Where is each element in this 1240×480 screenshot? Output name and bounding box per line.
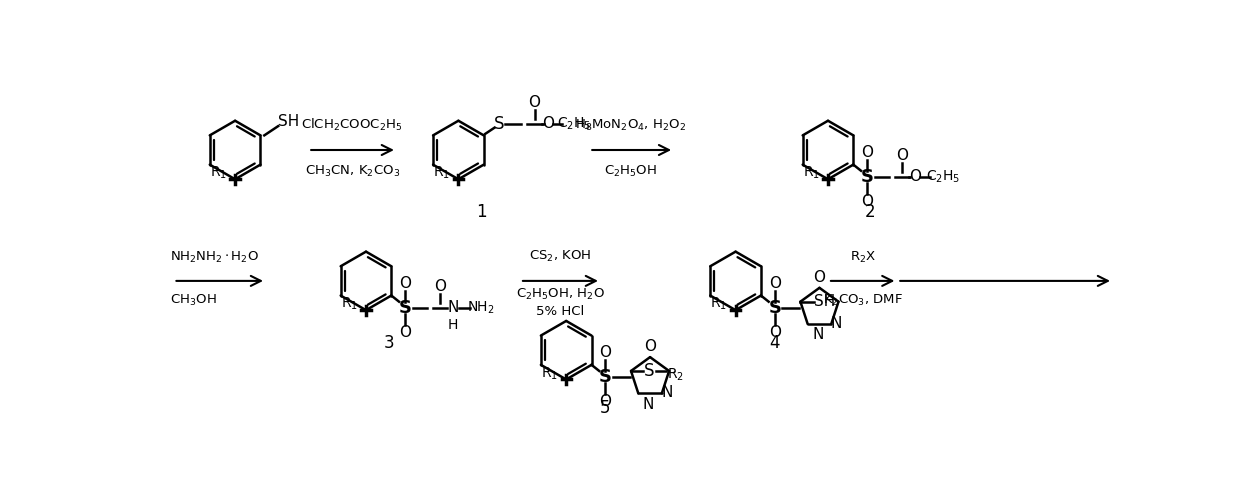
Text: O: O bbox=[909, 169, 921, 184]
Text: O: O bbox=[399, 325, 412, 340]
Text: O: O bbox=[599, 394, 611, 409]
Text: R$_1$: R$_1$ bbox=[341, 296, 357, 312]
Text: H: H bbox=[448, 318, 458, 332]
Text: C$_2$H$_5$: C$_2$H$_5$ bbox=[926, 169, 961, 185]
Text: S: S bbox=[769, 299, 781, 317]
Text: O: O bbox=[434, 279, 446, 294]
Text: O: O bbox=[769, 325, 781, 340]
Text: H$_8$MoN$_2$O$_4$, H$_2$O$_2$: H$_8$MoN$_2$O$_4$, H$_2$O$_2$ bbox=[575, 118, 687, 133]
Text: CH$_3$OH: CH$_3$OH bbox=[170, 293, 216, 308]
Text: SH: SH bbox=[278, 114, 300, 129]
Text: R$_1$: R$_1$ bbox=[541, 365, 558, 382]
Text: O: O bbox=[542, 116, 554, 132]
Text: O: O bbox=[599, 345, 611, 360]
Text: S: S bbox=[399, 299, 412, 317]
Text: N: N bbox=[448, 300, 459, 315]
Text: R$_2$X: R$_2$X bbox=[849, 250, 875, 265]
Text: O: O bbox=[769, 276, 781, 291]
Text: R$_1$: R$_1$ bbox=[802, 165, 820, 181]
Text: C$_2$H$_5$OH, H$_2$O: C$_2$H$_5$OH, H$_2$O bbox=[516, 287, 604, 302]
Text: N: N bbox=[661, 385, 672, 400]
Text: NH$_2$: NH$_2$ bbox=[466, 300, 495, 316]
Text: O: O bbox=[399, 276, 412, 291]
Text: O: O bbox=[862, 145, 873, 160]
Text: O: O bbox=[644, 339, 656, 354]
Text: S: S bbox=[599, 368, 611, 386]
Text: 5: 5 bbox=[599, 399, 610, 417]
Text: K$_2$CO$_3$, DMF: K$_2$CO$_3$, DMF bbox=[822, 293, 903, 308]
Text: O: O bbox=[528, 95, 541, 110]
Text: 2: 2 bbox=[866, 203, 875, 221]
Text: R$_1$: R$_1$ bbox=[711, 296, 727, 312]
Text: C$_2$H$_5$: C$_2$H$_5$ bbox=[558, 116, 591, 132]
Text: S: S bbox=[494, 115, 505, 133]
Text: 1: 1 bbox=[476, 203, 487, 221]
Text: N: N bbox=[831, 316, 842, 331]
Text: S: S bbox=[861, 168, 874, 186]
Text: R$_1$: R$_1$ bbox=[210, 165, 227, 181]
Text: S: S bbox=[645, 362, 655, 380]
Text: ClCH$_2$COOC$_2$H$_5$: ClCH$_2$COOC$_2$H$_5$ bbox=[301, 117, 403, 133]
Text: O: O bbox=[895, 148, 908, 163]
Text: NH$_2$NH$_2\cdot$H$_2$O: NH$_2$NH$_2\cdot$H$_2$O bbox=[170, 250, 259, 265]
Text: O: O bbox=[862, 194, 873, 209]
Text: 5% HCl: 5% HCl bbox=[536, 305, 584, 318]
Text: SH: SH bbox=[815, 294, 836, 309]
Text: C$_2$H$_5$OH: C$_2$H$_5$OH bbox=[604, 164, 657, 179]
Text: R$_2$: R$_2$ bbox=[667, 367, 684, 383]
Text: R$_1$: R$_1$ bbox=[433, 165, 450, 181]
Text: CS$_2$, KOH: CS$_2$, KOH bbox=[529, 249, 591, 264]
Text: 3: 3 bbox=[384, 334, 394, 351]
Text: N: N bbox=[812, 327, 823, 342]
Text: N: N bbox=[642, 396, 655, 412]
Text: O: O bbox=[813, 270, 826, 285]
Text: 4: 4 bbox=[769, 334, 780, 351]
Text: CH$_3$CN, K$_2$CO$_3$: CH$_3$CN, K$_2$CO$_3$ bbox=[305, 164, 399, 179]
